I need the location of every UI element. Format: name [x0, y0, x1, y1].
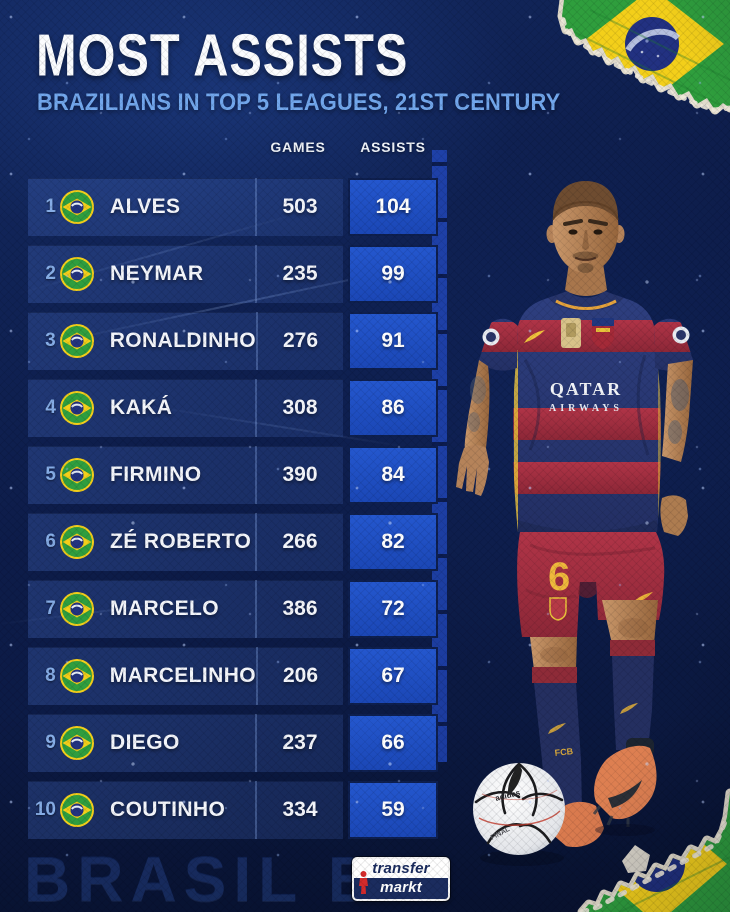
- assists-value: 99: [348, 245, 438, 303]
- player-name: MARCELO: [110, 597, 219, 620]
- rank-label: 5: [45, 464, 56, 485]
- player-name: ALVES: [110, 195, 181, 218]
- table-row: 9 DIEGO 237 66: [28, 714, 438, 772]
- table-row: 10 COUTINHO 334 59: [28, 781, 438, 839]
- player-name: ZÉ ROBERTO: [110, 530, 252, 553]
- assists-value: 67: [348, 647, 438, 705]
- player-name: RONALDINHO: [109, 329, 257, 352]
- games-value: 276: [256, 312, 343, 370]
- assists-value: 66: [348, 714, 438, 772]
- brazil-flag-icon: [59, 324, 94, 358]
- rank-label: 2: [45, 263, 56, 284]
- player-name: DIEGO: [110, 731, 180, 754]
- brazil-flag-icon: [60, 257, 94, 291]
- rank-label: 7: [45, 598, 56, 619]
- assists-value: 82: [348, 513, 438, 571]
- brazil-flag-icon: [59, 659, 94, 693]
- games-value: 206: [256, 647, 343, 705]
- table-row: 6 ZÉ ROBERTO 266 82: [28, 513, 438, 571]
- brazil-flag-icon: [60, 190, 94, 224]
- assists-value: 72: [348, 580, 438, 638]
- games-value: 266: [255, 513, 343, 571]
- games-value: 237: [255, 714, 343, 772]
- table-row: 1 ALVES 503 104: [28, 178, 438, 236]
- page-title: MOST ASSISTS: [36, 22, 409, 89]
- table-row: 4 KAKÁ 308 86: [28, 379, 438, 437]
- player-name: KAKÁ: [110, 396, 173, 419]
- games-value: 308: [255, 379, 343, 437]
- brazil-flag-icon: [60, 525, 94, 559]
- rank-label: 3: [45, 330, 56, 351]
- column-header-assists: ASSISTS: [360, 139, 426, 155]
- brazil-flag-icon: [60, 592, 94, 626]
- table-row: 7 MARCELO 386 72: [28, 580, 438, 638]
- assists-value: 84: [348, 446, 438, 504]
- rank-label: 6: [45, 531, 56, 552]
- table-row: 3 RONALDINHO 276 91: [28, 312, 438, 370]
- games-value: 235: [255, 245, 343, 303]
- assists-value: 104: [348, 178, 438, 236]
- transfermarkt-mascot-icon: [359, 871, 368, 894]
- player-name: NEYMAR: [110, 262, 204, 285]
- games-value: 386: [255, 580, 343, 638]
- assists-value: 91: [348, 312, 438, 370]
- brazil-flag-icon: [60, 391, 94, 425]
- table-row: 5 FIRMINO 390 84: [28, 446, 438, 504]
- rank-label: 1: [45, 196, 56, 217]
- games-value: 390: [255, 446, 343, 504]
- player-name: MARCELINHO: [109, 664, 257, 687]
- games-value: 334: [255, 781, 343, 839]
- transfermarkt-logo: transfer markt: [352, 857, 450, 901]
- rank-label: 10: [34, 799, 56, 820]
- assists-value: 86: [348, 379, 438, 437]
- games-value: 503: [255, 178, 343, 236]
- player-name: COUTINHO: [110, 798, 226, 821]
- rank-label: 8: [45, 665, 56, 686]
- assists-value: 59: [348, 781, 438, 839]
- table-row: 8 MARCELINHO 206 67: [28, 647, 438, 705]
- table-row: 2 NEYMAR 235 99: [28, 245, 438, 303]
- brazil-flag-icon: [60, 793, 94, 827]
- brazil-flag-icon: [60, 726, 94, 760]
- page-subtitle: BRAZILIANS IN TOP 5 LEAGUES, 21ST CENTUR…: [37, 88, 561, 116]
- rank-label: 9: [45, 732, 56, 753]
- column-header-games: GAMES: [270, 139, 326, 155]
- player-name: FIRMINO: [110, 463, 202, 486]
- rank-label: 4: [45, 397, 56, 418]
- brazil-flag-icon: [60, 458, 94, 492]
